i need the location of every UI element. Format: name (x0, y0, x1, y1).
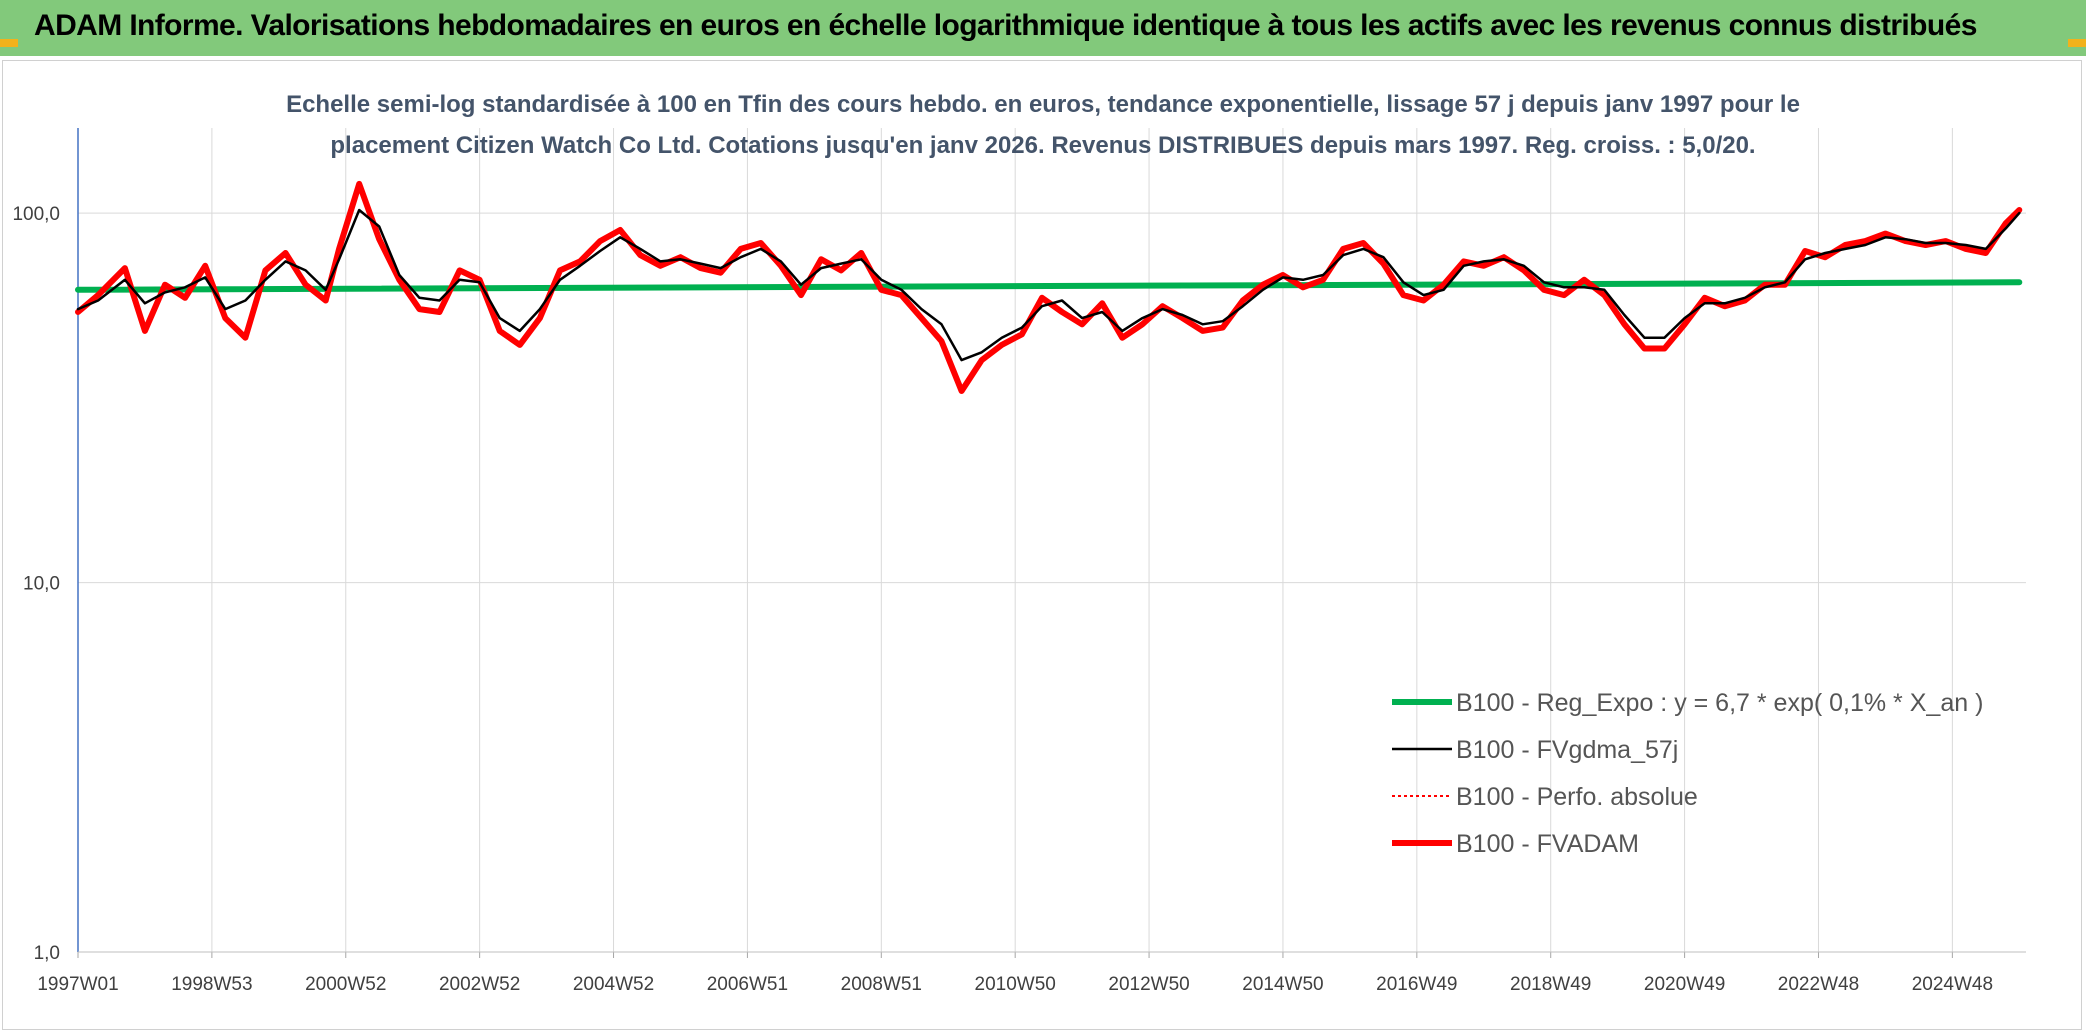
chart-subtitle-line-1: Echelle semi-log standardisée à 100 en T… (286, 91, 1800, 118)
series-line-1 (76, 208, 2021, 362)
series-line-0 (75, 279, 2023, 293)
report-title: ADAM Informe. Valorisations hebdomadaire… (34, 9, 1977, 42)
x-tick-label: 2010W50 (975, 974, 1056, 995)
corner-accent-left (0, 39, 18, 47)
legend-label-2: B100 - Perfo. absolue (1456, 783, 1698, 811)
legend: B100 - Reg_Expo : y = 6,7 * exp( 0,1% * … (1392, 689, 1983, 858)
axes: 100,0 10,0 1,0 1997W01 1998W53 2000W52 2002W52… (12, 128, 2026, 995)
title-banner: ADAM Informe. Valorisations hebdomadaire… (0, 0, 2086, 58)
x-tick-label: 2006W51 (707, 974, 788, 995)
x-tick-label: 1997W01 (37, 974, 118, 995)
x-tick-label: 2012W50 (1108, 974, 1189, 995)
x-tick-label: 2000W52 (305, 974, 386, 995)
x-tick-label: 2004W52 (573, 974, 654, 995)
x-tick-label: 2024W48 (1912, 974, 1993, 995)
x-tick-label: 2016W49 (1376, 974, 1457, 995)
chart-subtitle-line-2: placement Citizen Watch Co Ltd. Cotation… (330, 132, 1755, 159)
gridlines (78, 128, 2026, 953)
y-tick-label: 100,0 (12, 204, 60, 225)
y-tick-label: 1,0 (34, 943, 60, 964)
x-tick-label: 2020W49 (1644, 974, 1725, 995)
x-tick-label: 2002W52 (439, 974, 520, 995)
x-tick-label: 1998W53 (171, 974, 252, 995)
chart-frame (2, 60, 2082, 1030)
legend-label-0: B100 - Reg_Expo : y = 6,7 * exp( 0,1% * … (1456, 689, 1983, 717)
legend-label-3: B100 - FVADAM (1456, 830, 1639, 858)
legend-label-1: B100 - FVgdma_57j (1456, 736, 1678, 764)
x-tick-label: 2018W49 (1510, 974, 1591, 995)
corner-accent-right (2068, 39, 2086, 47)
y-tick-label: 10,0 (23, 574, 60, 595)
series-lines (75, 180, 2023, 394)
x-tick-label: 2014W50 (1242, 974, 1323, 995)
series-line-3 (75, 180, 2023, 394)
x-tick-label: 2008W51 (841, 974, 922, 995)
x-tick-label: 2022W48 (1778, 974, 1859, 995)
